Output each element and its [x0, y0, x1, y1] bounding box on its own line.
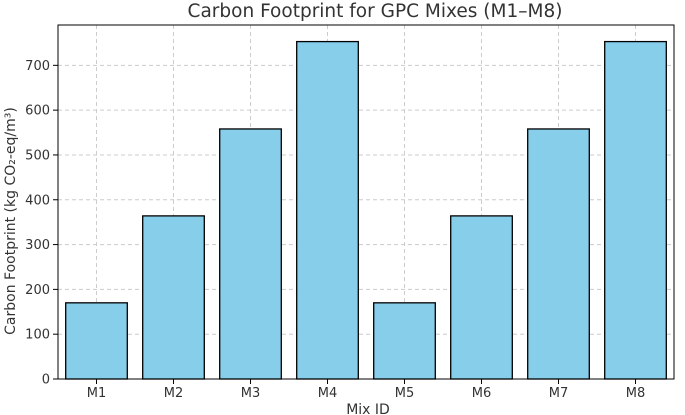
- bar-m4: [296, 40, 359, 380]
- x-tick-label-m7: M7: [549, 386, 569, 401]
- bars: [65, 40, 667, 380]
- y-axis-label: Carbon Footprint (kg CO₂-eq/m³): [3, 107, 19, 335]
- y-tick-label: 700: [25, 59, 50, 74]
- y-tick-label: 300: [25, 238, 50, 253]
- y-tick-label: 0: [42, 373, 50, 388]
- y-tick-label: 500: [25, 148, 50, 163]
- plot-frame: [57, 24, 675, 380]
- bar-m6: [450, 215, 513, 380]
- x-tick-label-m3: M3: [241, 386, 261, 401]
- x-tick-labels: M1 M2 M3 M4 M5 M6 M7 M8: [87, 386, 646, 401]
- axes: [53, 24, 675, 384]
- x-tick-label-m8: M8: [626, 386, 646, 401]
- bar-m5: [373, 302, 436, 380]
- bar-m7: [527, 128, 590, 380]
- x-tick-label-m6: M6: [472, 386, 492, 401]
- x-axis-label: Mix ID: [346, 402, 390, 415]
- bar-m3: [219, 128, 282, 380]
- x-tick-label-m5: M5: [395, 386, 415, 401]
- bar-m8: [604, 40, 667, 380]
- x-tick-label-m1: M1: [87, 386, 107, 401]
- y-tick-label: 200: [25, 283, 50, 298]
- y-tick-labels: 0 100 200 300 400 500 600 700: [25, 59, 50, 388]
- y-tick-label: 600: [25, 104, 50, 119]
- bar-m2: [142, 215, 205, 380]
- y-tick-label: 400: [25, 193, 50, 208]
- x-tick-label-m4: M4: [318, 386, 338, 401]
- chart-title: Carbon Footprint for GPC Mixes (M1–M8): [188, 1, 563, 22]
- bar-m1: [65, 302, 128, 380]
- y-tick-label: 100: [25, 328, 50, 343]
- x-tick-label-m2: M2: [164, 386, 184, 401]
